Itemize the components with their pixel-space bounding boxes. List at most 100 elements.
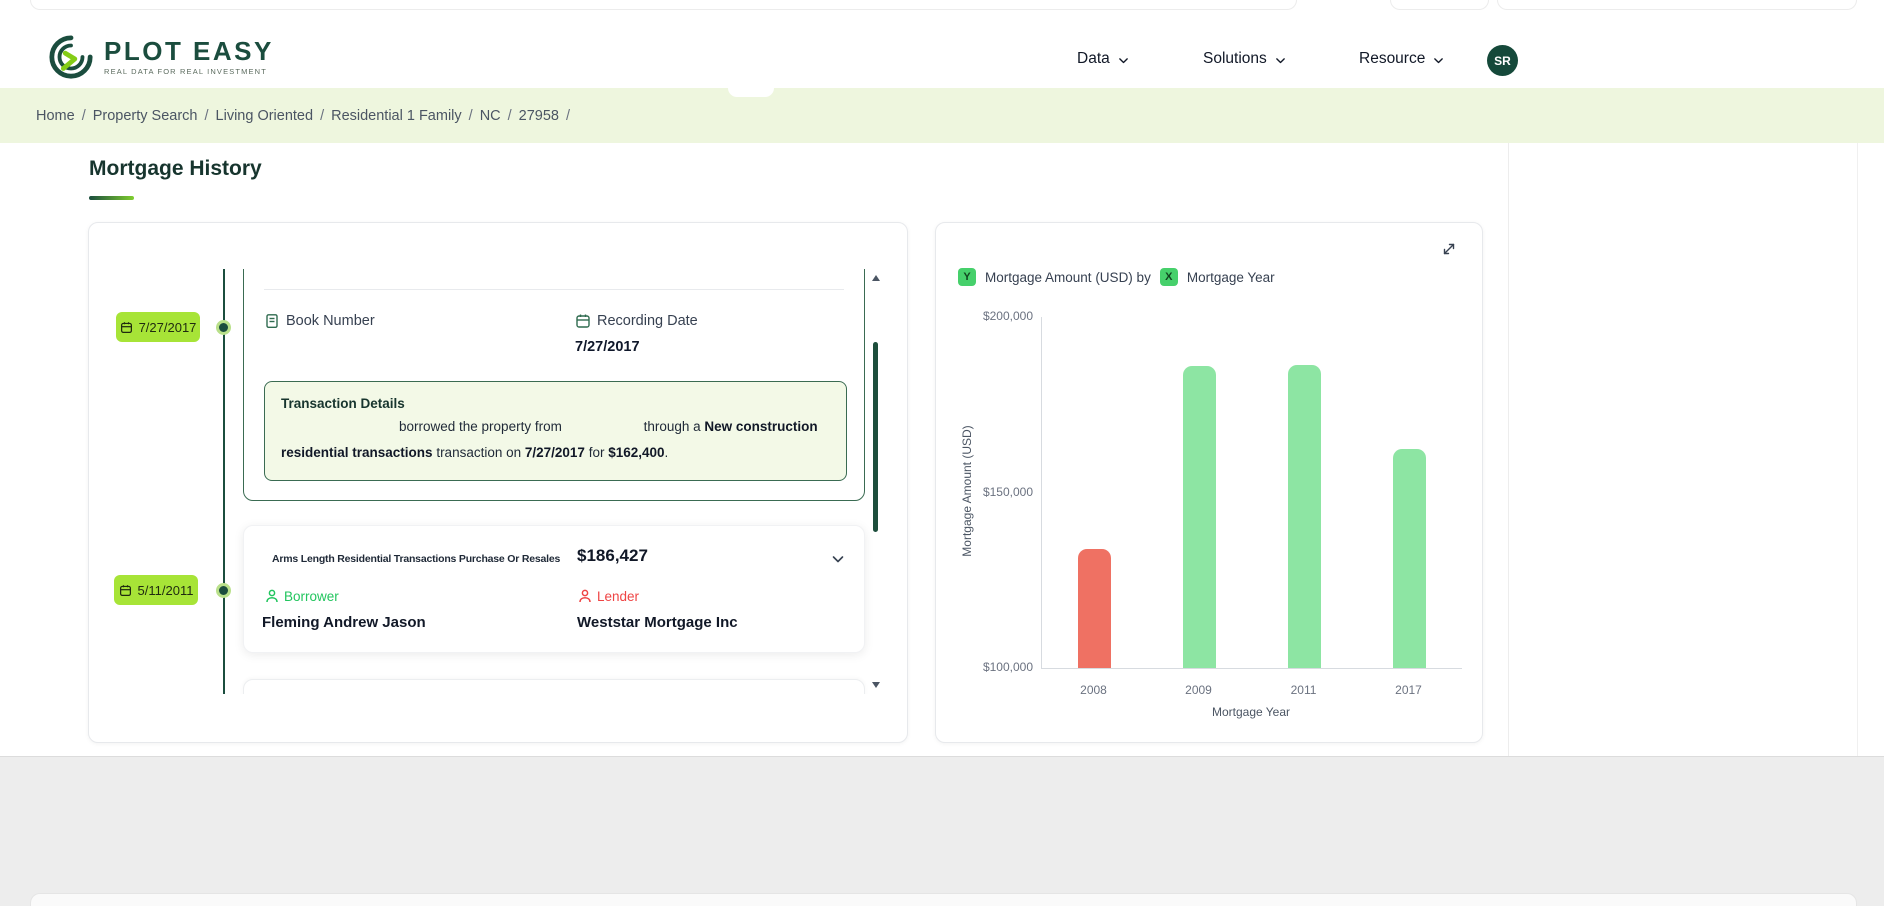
transaction-amount: $186,427 [577, 546, 648, 565]
scrollbar-thumb[interactable] [873, 342, 878, 532]
nav-label: Data [1077, 50, 1110, 67]
document-icon [266, 314, 278, 328]
person-icon [266, 589, 278, 603]
chrome-strip [30, 0, 1297, 10]
plot-easy-logo-icon [49, 35, 93, 79]
breadcrumb-item-living-oriented[interactable]: Living Oriented [215, 107, 314, 124]
chevron-down-icon[interactable] [830, 551, 846, 567]
panel-separator [264, 289, 844, 290]
chevron-down-icon [1118, 57, 1128, 63]
nav-label: Resource [1359, 50, 1426, 67]
breadcrumb-separator: / [320, 107, 325, 124]
scroll-down-button[interactable] [869, 679, 883, 691]
x-tick-label: 2017 [1395, 683, 1422, 697]
brand-name: PLOT EASY [104, 36, 274, 66]
next-transaction-item-clipped[interactable] [243, 679, 865, 694]
timeline-date-label: 7/27/2017 [138, 319, 197, 335]
book-number-label: Book Number [286, 313, 375, 329]
page-bottom-area [0, 756, 1884, 906]
breadcrumb-separator: / [204, 107, 209, 124]
breadcrumb-separator: / [468, 107, 473, 124]
transaction-type-label: Arms Length Residential Transactions Pur… [272, 553, 561, 565]
nav-item-data[interactable]: Data [1077, 50, 1130, 68]
calendar-icon [119, 584, 131, 596]
person-icon [579, 589, 591, 603]
chrome-strip [30, 893, 1857, 906]
content-divider [1508, 143, 1509, 756]
transaction-item[interactable]: Arms Length Residential Transactions Pur… [243, 525, 865, 653]
transaction-details-box: Transaction Details borrowed the propert… [264, 381, 847, 481]
breadcrumb-item-27958[interactable]: 27958 [518, 107, 559, 124]
timeline-line [223, 269, 225, 694]
breadcrumb-separator: / [566, 107, 571, 124]
bar-slot [1042, 317, 1147, 668]
transaction-details-line1: borrowed the property from through a New… [399, 419, 818, 434]
scroll-up-button[interactable] [869, 272, 883, 284]
transaction-details-line2: residential transactions transaction on … [281, 445, 669, 460]
triangle-down-icon [872, 682, 880, 688]
breadcrumb-item-nc[interactable]: NC [479, 107, 501, 124]
nav-item-solutions[interactable]: Solutions [1203, 50, 1287, 68]
expand-icon [1443, 243, 1455, 255]
timeline-scroll-viewport: 7/27/2017 5/11/2011 Book Number Recordin… [89, 269, 907, 694]
timeline-dot [216, 583, 231, 598]
breadcrumb-item-home[interactable]: Home [36, 107, 75, 124]
transaction-details-title: Transaction Details [281, 396, 405, 411]
chart-legend: Y Mortgage Amount (USD) by X Mortgage Ye… [958, 268, 1275, 286]
mortgage-timeline-card: 7/27/2017 5/11/2011 Book Number Recordin… [88, 222, 908, 743]
user-avatar[interactable]: SR [1487, 45, 1518, 76]
bar-slot [1147, 317, 1252, 668]
chevron-down-icon [1275, 57, 1285, 63]
y-tick-label: $150,000 [982, 484, 1033, 499]
content-divider [1857, 143, 1858, 756]
y-tick-label: $100,000 [982, 660, 1033, 674]
x-tick-label: 2008 [1080, 683, 1107, 697]
x-axis-badge: X [1159, 268, 1178, 286]
brand-text: PLOT EASY REAL DATA FOR REAL INVESTMENT [104, 38, 274, 76]
mortgage-chart-card: Y Mortgage Amount (USD) by X Mortgage Ye… [935, 222, 1483, 743]
nav-item-resource[interactable]: Resource [1359, 50, 1445, 68]
bar-slot [1252, 317, 1357, 668]
lender-name: Weststar Mortgage Inc [577, 614, 738, 631]
legend-x-text: Mortgage Year [1186, 269, 1275, 285]
triangle-up-icon [872, 275, 880, 281]
nav-label: Solutions [1203, 50, 1267, 67]
brand-logo[interactable]: PLOT EASY REAL DATA FOR REAL INVESTMENT [48, 34, 274, 80]
x-axis-title: Mortgage Year [1211, 705, 1291, 719]
bar-slot [1357, 317, 1462, 668]
x-tick-label: 2011 [1290, 683, 1317, 697]
chevron-down-icon [1434, 57, 1444, 63]
breadcrumb-item-residential-1-family[interactable]: Residential 1 Family [331, 107, 462, 124]
bar-2008[interactable] [1078, 548, 1111, 668]
legend-y-text: Mortgage Amount (USD) by [985, 269, 1151, 285]
x-tick-labels: 2008 2009 2011 2017 [1041, 683, 1461, 697]
calendar-icon [576, 314, 590, 328]
breadcrumb-notch [728, 88, 774, 97]
bar-2011[interactable] [1288, 364, 1321, 668]
chart-plot [1041, 317, 1462, 669]
chrome-strip [1497, 0, 1857, 10]
timeline-date-label: 5/11/2011 [137, 582, 194, 598]
borrower-label: Borrower [284, 589, 339, 604]
page-title: Mortgage History [89, 157, 262, 180]
breadcrumb: Home / Property Search / Living Oriented / Res… [0, 88, 1884, 143]
timeline-date-badge[interactable]: 7/27/2017 [116, 312, 200, 342]
bar-2009[interactable] [1183, 366, 1216, 668]
breadcrumb-item-property-search[interactable]: Property Search [92, 107, 198, 124]
breadcrumb-separator: / [81, 107, 86, 124]
y-axis-badge: Y [958, 268, 976, 286]
recording-date-value: 7/27/2017 [575, 339, 640, 355]
breadcrumb-items: Home / Property Search / Living Oriented / Res… [36, 88, 577, 143]
title-underline [89, 196, 134, 200]
timeline-date-badge[interactable]: 5/11/2011 [114, 575, 198, 605]
calendar-icon [120, 321, 132, 333]
lender-label: Lender [597, 589, 640, 604]
bar-2017[interactable] [1393, 448, 1426, 668]
expanded-record-panel: Book Number Recording Date 7/27/2017 Tra… [243, 269, 865, 501]
brand-tagline: REAL DATA FOR REAL INVESTMENT [104, 67, 267, 76]
timeline-dot [216, 320, 231, 335]
recording-date-label: Recording Date [597, 313, 698, 329]
breadcrumb-separator: / [507, 107, 512, 124]
expand-chart-button[interactable] [1438, 238, 1460, 260]
